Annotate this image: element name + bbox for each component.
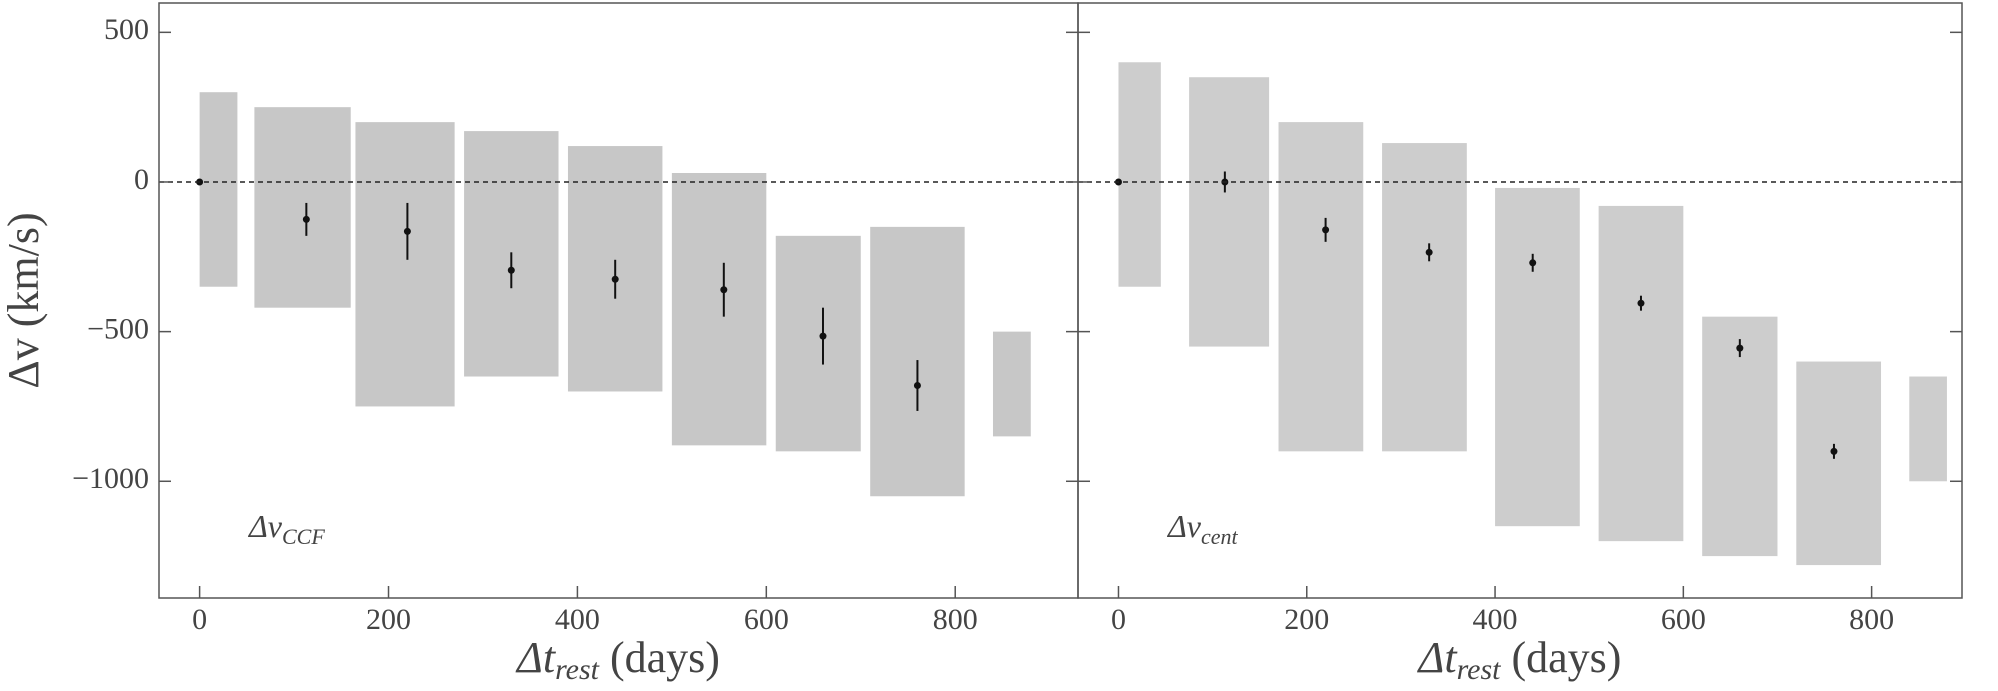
y-tick-label: 500 <box>104 13 149 46</box>
data-cloud <box>355 122 455 407</box>
data-cloud <box>1495 187 1580 527</box>
x-tick-label: 200 <box>1284 603 1329 636</box>
data-point <box>1830 447 1838 455</box>
data-cloud <box>254 107 351 308</box>
data-cloud <box>1189 77 1270 347</box>
y-axis-label: Δv (km/s) <box>0 212 48 388</box>
x-label-main: Δt <box>515 633 557 682</box>
x-tick-label: 0 <box>1111 603 1126 636</box>
y-tick-label: −1000 <box>72 462 149 495</box>
data-point <box>1425 248 1433 256</box>
data-point <box>403 227 411 235</box>
x-label-sub: rest <box>1457 653 1502 686</box>
x-label-main: Δt <box>1417 633 1459 682</box>
data-point <box>1322 226 1330 234</box>
x-tick-label: 800 <box>933 603 978 636</box>
data-point <box>1736 344 1744 352</box>
data-point <box>1637 299 1645 307</box>
annotation-main: Δv <box>1166 508 1202 544</box>
x-label-suffix: (days) <box>599 633 720 682</box>
x-tick-label: 600 <box>744 603 789 636</box>
y-tick-label: −500 <box>87 313 149 346</box>
x-tick-label: 400 <box>1473 603 1518 636</box>
data-point <box>720 286 728 294</box>
data-point <box>302 215 310 223</box>
x-axis-label: Δtrest (days) <box>1417 633 1622 686</box>
data-cloud <box>199 92 238 287</box>
data-cloud <box>1598 205 1684 542</box>
x-tick-label: 200 <box>366 603 411 636</box>
annotation: ΔvCCF <box>247 508 325 549</box>
annotation-sub: cent <box>1201 524 1239 549</box>
annotation: Δvcent <box>1166 508 1239 549</box>
x-axis-label: Δtrest (days) <box>515 633 720 686</box>
data-cloud <box>992 331 1031 437</box>
data-point <box>819 332 827 340</box>
data-cloud <box>1278 122 1364 452</box>
data-point <box>611 275 619 283</box>
data-cloud <box>1909 376 1947 482</box>
data-cloud <box>1796 361 1882 566</box>
x-tick-label: 600 <box>1661 603 1706 636</box>
x-tick-label: 800 <box>1849 603 1894 636</box>
data-point <box>1529 259 1537 267</box>
data-point <box>507 266 515 274</box>
data-cloud <box>1118 62 1161 287</box>
y-tick-label: 0 <box>134 163 149 196</box>
x-label-sub: rest <box>555 653 600 686</box>
data-cloud <box>671 173 767 446</box>
data-cloud <box>1382 143 1467 452</box>
annotation-main: Δv <box>247 508 283 544</box>
x-tick-label: 0 <box>192 603 207 636</box>
plot-frame <box>1077 2 1963 599</box>
x-label-suffix: (days) <box>1500 633 1621 682</box>
x-tick-label: 400 <box>555 603 600 636</box>
annotation-sub: CCF <box>282 524 325 549</box>
data-point <box>913 382 921 389</box>
data-cloud <box>775 235 861 452</box>
